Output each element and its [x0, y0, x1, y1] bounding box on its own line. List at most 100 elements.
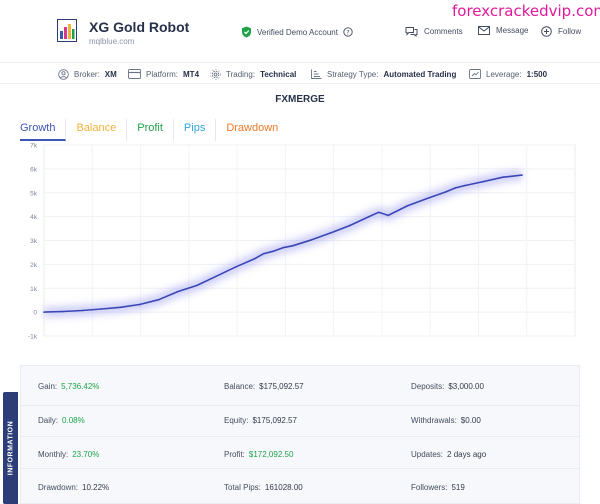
strategy-info: Strategy Type: Automated Trading — [311, 69, 456, 79]
growth-point — [119, 306, 122, 309]
withdrawals-value: $0.00 — [460, 416, 481, 425]
growth-point — [81, 309, 84, 312]
bar-chart-icon — [311, 69, 322, 79]
growth-chart-svg: -1k 0 1k 2k 3k 4k 5k 6k 7k — [28, 143, 576, 341]
growth-point — [100, 308, 103, 310]
user-icon — [58, 69, 69, 80]
growth-point — [349, 224, 351, 227]
leverage-icon — [469, 69, 481, 79]
gear-icon — [210, 69, 221, 80]
growth-point — [482, 180, 485, 183]
growth-point — [43, 311, 45, 313]
envelope-icon — [478, 26, 490, 35]
message-label: Message — [496, 26, 529, 35]
deposits-label: Deposits: — [411, 382, 445, 391]
daily-value: 0.08% — [62, 416, 85, 425]
growth-point — [253, 258, 256, 260]
follow-label: Follow — [558, 27, 582, 36]
updates-value: 2 days ago — [447, 450, 487, 459]
leverage-info: Leverage: 1:500 — [469, 69, 547, 79]
strategy-value: Automated Trading — [383, 69, 457, 79]
growth-point — [157, 298, 160, 301]
growth-point — [368, 215, 370, 218]
leverage-value: 1:500 — [526, 69, 548, 79]
followers-label: Followers: — [411, 483, 448, 492]
svg-text:?: ? — [346, 28, 349, 36]
growth-point — [444, 191, 447, 193]
growth-point — [463, 184, 466, 187]
growth-point — [406, 205, 409, 207]
strategy-label: Strategy Type: — [327, 69, 379, 79]
stat-daily: Daily: 0.08% — [38, 416, 85, 425]
tab-balance[interactable]: Balance — [76, 119, 128, 141]
stat-monthly: Monthly: 23.70% — [38, 450, 99, 459]
follow-button[interactable]: Follow — [541, 26, 581, 37]
robot-name: XG Gold Robot — [89, 19, 190, 35]
pips-label: Total Pips: — [224, 483, 261, 492]
y-tick-label: 1k — [30, 286, 38, 293]
stat-equity: Equity: $175,092.57 — [224, 416, 297, 425]
y-tick-label: 6k — [30, 166, 38, 173]
monthly-label: Monthly: — [38, 450, 69, 459]
verified-badge: Verified Demo Account ? — [241, 26, 353, 38]
equity-value: $175,092.57 — [252, 416, 297, 425]
row-divider — [20, 405, 580, 406]
broker-label: Broker: — [74, 70, 100, 79]
gain-value: 5,736.42% — [61, 382, 100, 391]
help-icon[interactable]: ? — [343, 27, 353, 37]
growth-point — [377, 211, 380, 214]
trading-info: Trading: Technical — [210, 69, 296, 80]
leverage-label: Leverage: — [486, 69, 522, 79]
trading-value: Technical — [260, 70, 297, 79]
information-side-tab-label: INFORMATION — [7, 420, 14, 476]
verified-label: Verified Demo Account — [257, 27, 338, 37]
balance-label: Balance: — [224, 382, 256, 391]
y-tick-label: 0 — [33, 310, 37, 317]
growth-point — [387, 214, 389, 217]
header: XG Gold Robot mqlblue.com Verified Demo … — [0, 0, 600, 56]
verified-shield-icon — [242, 26, 251, 38]
information-panel — [20, 365, 580, 504]
comments-button[interactable]: Comments — [405, 26, 463, 37]
account-info-bar: Broker: XM Platform: MT4 Trading: Techni… — [0, 62, 600, 84]
comments-label: Comments — [424, 27, 463, 36]
stat-profit: Profit: $172,092.50 — [224, 450, 293, 459]
daily-label: Daily: — [38, 416, 59, 425]
followers-value: 519 — [451, 483, 465, 492]
y-tick-label: 4k — [30, 214, 38, 221]
message-button[interactable]: Message — [478, 26, 528, 35]
information-side-tab[interactable]: INFORMATION — [3, 392, 18, 504]
y-tick-label: 2k — [30, 262, 38, 269]
tab-drawdown[interactable]: Drawdown — [226, 122, 279, 134]
balance-value: $175,092.57 — [259, 382, 304, 391]
y-tick-label: 7k — [30, 143, 38, 150]
y-tick-label: 3k — [30, 238, 38, 245]
tab-profit[interactable]: Profit — [137, 119, 174, 141]
drawdown-label: Drawdown: — [38, 483, 79, 492]
growth-point — [330, 232, 332, 234]
broker-info: Broker: XM — [58, 69, 117, 80]
pips-value: 161028.00 — [264, 483, 303, 492]
growth-point — [291, 244, 294, 247]
stat-followers: Followers: 519 — [411, 483, 465, 492]
stat-gain: Gain: 5,736.42% — [38, 382, 99, 391]
growth-point — [272, 250, 275, 253]
chart-title: FXMERGE — [275, 94, 325, 105]
comments-icon — [405, 27, 418, 37]
growth-point — [454, 187, 456, 189]
robot-site-link[interactable]: mqlblue.com — [89, 37, 135, 46]
deposits-value: $3,000.00 — [448, 382, 484, 391]
monthly-value: 23.70% — [72, 450, 100, 459]
tab-pips[interactable]: Pips — [184, 119, 217, 141]
tab-growth[interactable]: Growth — [20, 119, 67, 141]
growth-point — [177, 290, 179, 293]
stat-balance: Balance: $175,092.57 — [224, 382, 304, 391]
growth-point — [310, 238, 313, 241]
growth-point — [425, 197, 428, 200]
growth-point — [502, 176, 504, 179]
stat-withdrawals: Withdrawals: $0.00 — [411, 416, 481, 425]
growth-chart[interactable]: -1k 0 1k 2k 3k 4k 5k 6k 7k — [20, 140, 580, 341]
growth-point — [282, 246, 284, 249]
updates-label: Updates: — [411, 450, 444, 459]
withdrawals-label: Withdrawals: — [411, 416, 457, 425]
